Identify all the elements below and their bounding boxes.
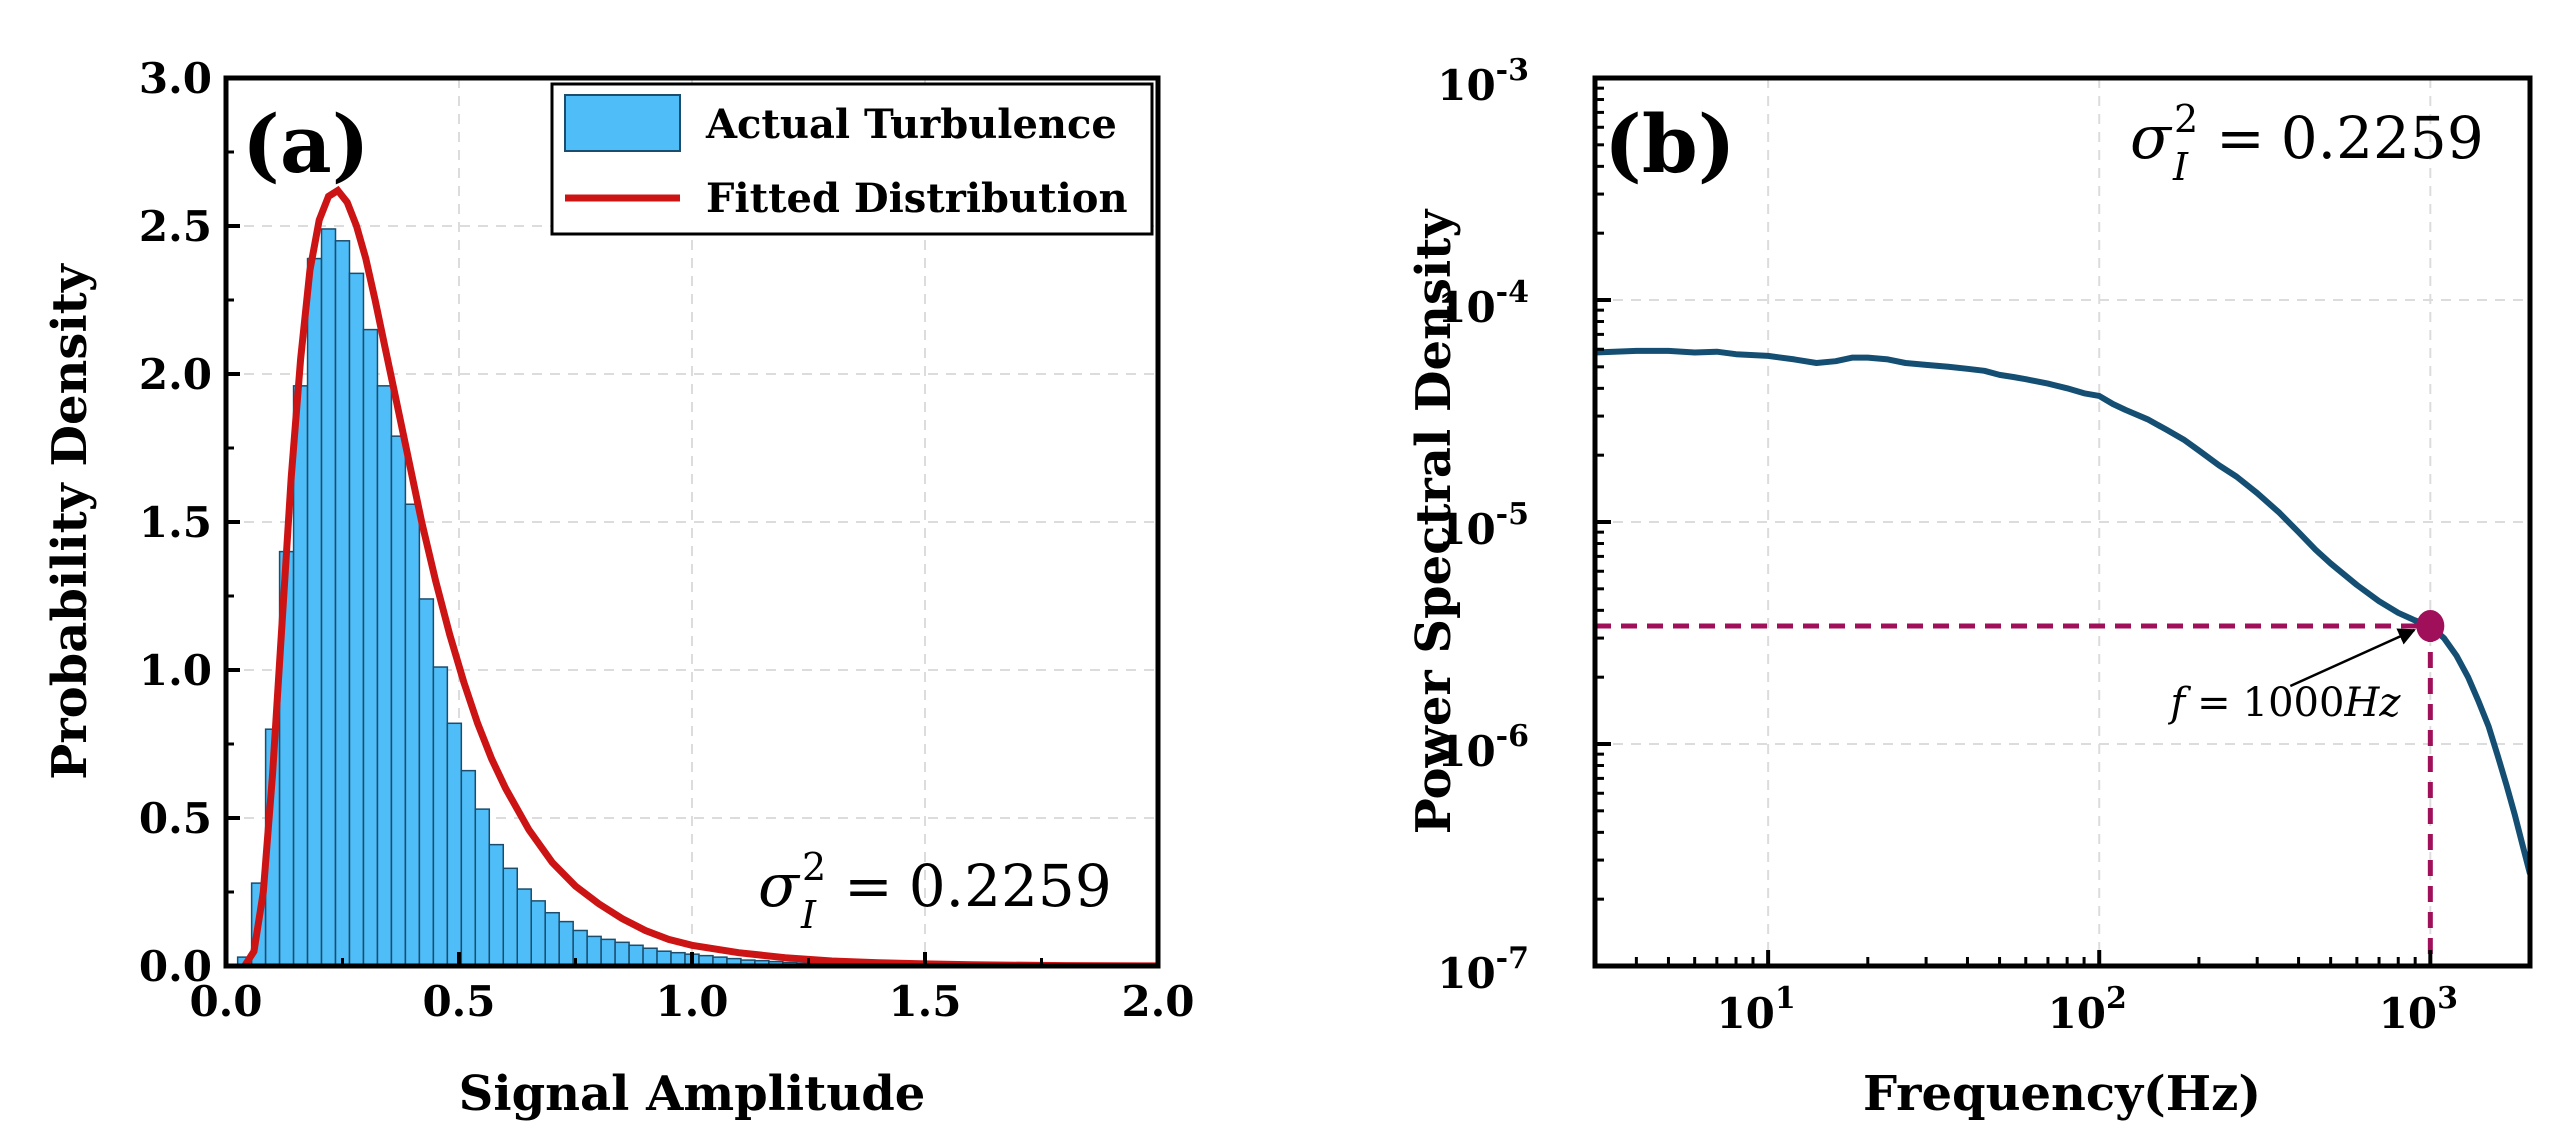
histogram-bar [600,938,616,966]
panel-b-grid [1595,77,2530,967]
histogram-bar [320,228,337,966]
x-tick-label: 101 [1716,981,1795,1038]
panel-b: f = 1000Hz 101 102 103 10-3 10-4 10-5 10-6 10-7 (… [1406,53,2533,1122]
y-tick-label: 2.0 [139,350,212,399]
legend: Actual Turbulence Fitted Distribution [550,82,1154,236]
y-tick-label: 2.5 [139,202,212,251]
sigma-annotation-b: σI2 = 0.2259 [2130,97,2484,189]
histogram-bar [530,900,546,966]
panel-a-label: (a) [242,97,370,191]
legend-label-fitted-distribution: Fitted Distribution [706,175,1128,222]
histogram-bar [614,941,630,966]
y-tick-label: 1.5 [139,498,212,547]
histogram-bar [362,328,379,966]
x-tick-label: 103 [2379,981,2458,1038]
fitted-distribution-line [241,185,1158,966]
y-axis-title-a: Probability Density [42,262,98,780]
x-axis-title-b: Frequency(Hz) [1863,1066,2261,1122]
histogram-bar [502,867,518,966]
y-tick-label: 3.0 [139,54,212,103]
histogram-bar [586,935,602,966]
psd-line [1595,347,2530,875]
x-tick-label: 102 [2048,981,2127,1038]
y-tick-label: 10-6 [1437,719,1529,776]
histogram-bar [404,503,421,966]
legend-label-actual-turbulence: Actual Turbulence [705,101,1117,148]
histogram-bar [376,385,393,966]
histogram-bar [306,257,323,966]
y-tick-label: 0.0 [139,942,212,991]
histogram-bar [418,598,435,966]
x-tick-label: 0.5 [422,977,495,1026]
histogram-bar [488,843,505,966]
y-tick-label: 0.5 [139,794,212,843]
histogram-bar [516,888,532,966]
sigma-annotation-a: σI2 = 0.2259 [758,845,1112,937]
histogram-bar [558,920,574,966]
panel-a-ticks: 0.0 0.5 1.0 1.5 2.0 0.0 0.5 1.0 1.5 2.0 2.5 3.0 [139,54,1195,1026]
histogram-bar [432,666,449,966]
y-tick-label: 10-4 [1437,275,1529,332]
histogram-bar [334,240,351,966]
histogram-bar [474,808,491,966]
y-tick-label: 10-3 [1437,53,1529,110]
x-tick-label: 1.0 [655,977,728,1026]
x-axis-title-a: Signal Amplitude [459,1066,926,1122]
panel-a: 0.0 0.5 1.0 1.5 2.0 0.0 0.5 1.0 1.5 2.0 2.5 3.0 (a)… [42,54,1195,1122]
x-tick-label: 2.0 [1121,977,1194,1026]
histogram-bar [292,385,309,966]
histogram-bar [460,769,477,966]
histogram-bar [390,435,407,966]
x-tick-label: 0.0 [189,977,262,1026]
x-tick-label: 1.5 [888,977,961,1026]
y-tick-label: 10-7 [1437,941,1529,998]
panel-b-label: (b) [1604,97,1736,191]
legend-swatch-actual-turbulence [564,94,681,152]
y-tick-label: 1.0 [139,646,212,695]
histogram-bar [544,911,560,966]
marker-arrow [2289,628,2416,688]
marker-point-1000hz [2416,610,2445,643]
y-axis-title-b: Power Spectral Density [1406,208,1462,835]
histogram-bar [348,272,365,966]
panel-b-ticks: 101 102 103 10-3 10-4 10-5 10-6 10-7 [1437,53,2532,1038]
y-tick-label: 10-5 [1437,497,1529,554]
histogram-bar [628,944,644,966]
marker-label: f = 1000Hz [2167,680,2401,726]
histogram-bar [446,722,463,966]
histogram-bar [642,947,658,966]
